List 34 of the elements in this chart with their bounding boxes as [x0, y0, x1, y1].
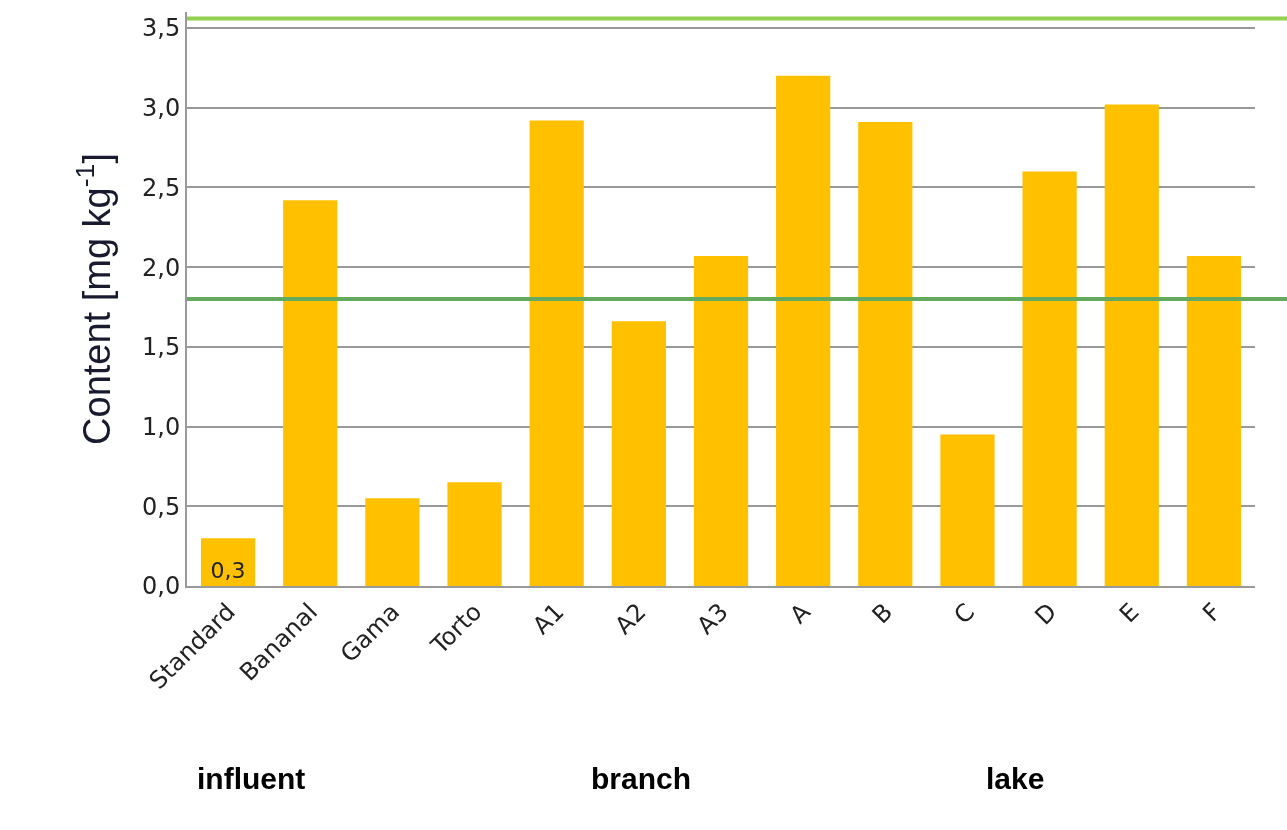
bar	[693, 255, 749, 586]
text: influent	[197, 762, 306, 795]
y-tick-label: 2,5	[142, 173, 181, 202]
x-tick-label: E	[1113, 597, 1145, 629]
x-tick-label: F	[1197, 597, 1227, 628]
x-tick-label: D	[1029, 597, 1063, 631]
bar	[365, 498, 420, 586]
bar	[1022, 171, 1077, 586]
y-tick-label: 3,5	[142, 14, 181, 43]
y-tick-label: 2,0	[142, 253, 181, 282]
y-tick-label: 0,0	[142, 572, 181, 601]
text: branch	[591, 762, 692, 795]
bar	[283, 200, 338, 586]
y-tick-label: 0,5	[142, 492, 181, 521]
x-tick-label: A2	[609, 597, 652, 640]
y-tick-label: 1,0	[142, 412, 181, 441]
bar	[529, 120, 584, 586]
x-tick-label: A3	[691, 597, 734, 640]
x-tick-label: A1	[527, 597, 570, 640]
y-tick-label: 1,5	[142, 333, 181, 362]
bar	[1186, 255, 1242, 586]
bar	[200, 538, 256, 586]
y-tick-label: 3,0	[142, 94, 181, 123]
bar	[940, 434, 995, 586]
x-tick-label: A	[784, 597, 817, 630]
bar	[858, 122, 913, 586]
bar	[611, 321, 666, 586]
bar	[447, 482, 502, 586]
x-tick-label: C	[948, 597, 981, 630]
bar	[1104, 104, 1159, 586]
x-tick-label: B	[866, 597, 899, 630]
data-label: 0,3	[210, 558, 246, 583]
text: lake	[986, 762, 1045, 795]
bar	[776, 75, 831, 586]
